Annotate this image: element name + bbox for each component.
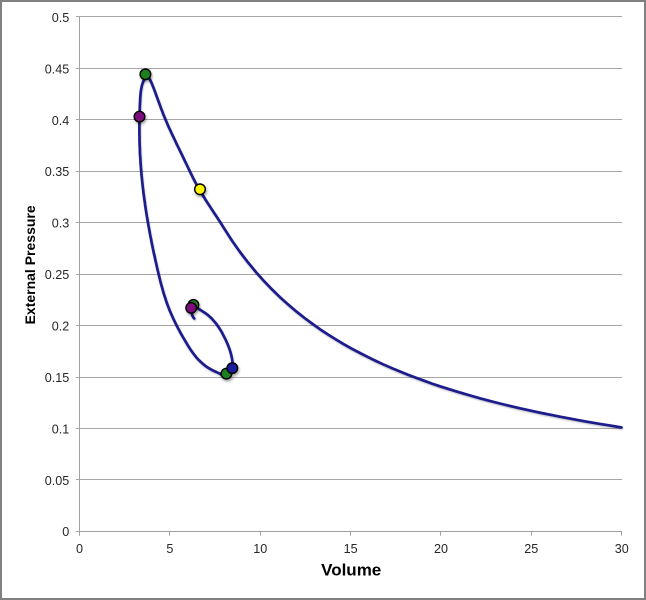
svg-text:0.15: 0.15 [45,371,70,385]
svg-text:10: 10 [253,542,267,556]
svg-text:Volume: Volume [321,561,381,580]
svg-text:20: 20 [434,542,448,556]
svg-text:0.05: 0.05 [45,474,70,488]
svg-text:0: 0 [76,542,83,556]
svg-text:0.5: 0.5 [52,11,70,25]
svg-text:0.35: 0.35 [45,165,70,179]
svg-text:25: 25 [524,542,538,556]
svg-text:0.1: 0.1 [52,422,70,436]
svg-text:15: 15 [344,542,358,556]
svg-text:External Pressure: External Pressure [22,205,38,324]
svg-text:30: 30 [615,542,629,556]
svg-text:0.2: 0.2 [52,320,70,334]
svg-text:0: 0 [62,525,69,539]
svg-text:0.3: 0.3 [52,217,70,231]
svg-text:0.25: 0.25 [45,268,70,282]
svg-text:5: 5 [166,542,173,556]
svg-text:0.45: 0.45 [45,62,70,76]
svg-text:0.4: 0.4 [52,114,70,128]
